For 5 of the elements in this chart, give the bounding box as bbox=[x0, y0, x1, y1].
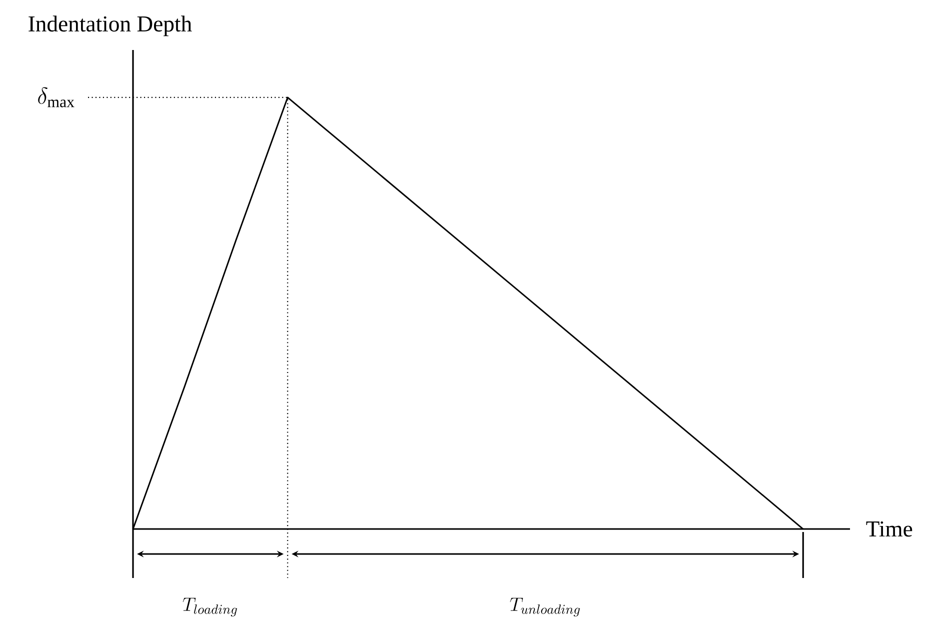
y-axis-title: Indentation Depth bbox=[28, 16, 192, 36]
x-axis-title: Time bbox=[866, 521, 912, 537]
text: $T_{unloading}$ bbox=[510, 598, 580, 616]
ref-line-label: $\delta_{\mathrm{max}}$ bbox=[38, 87, 74, 108]
text: $T_{loading}$ bbox=[182, 598, 237, 616]
